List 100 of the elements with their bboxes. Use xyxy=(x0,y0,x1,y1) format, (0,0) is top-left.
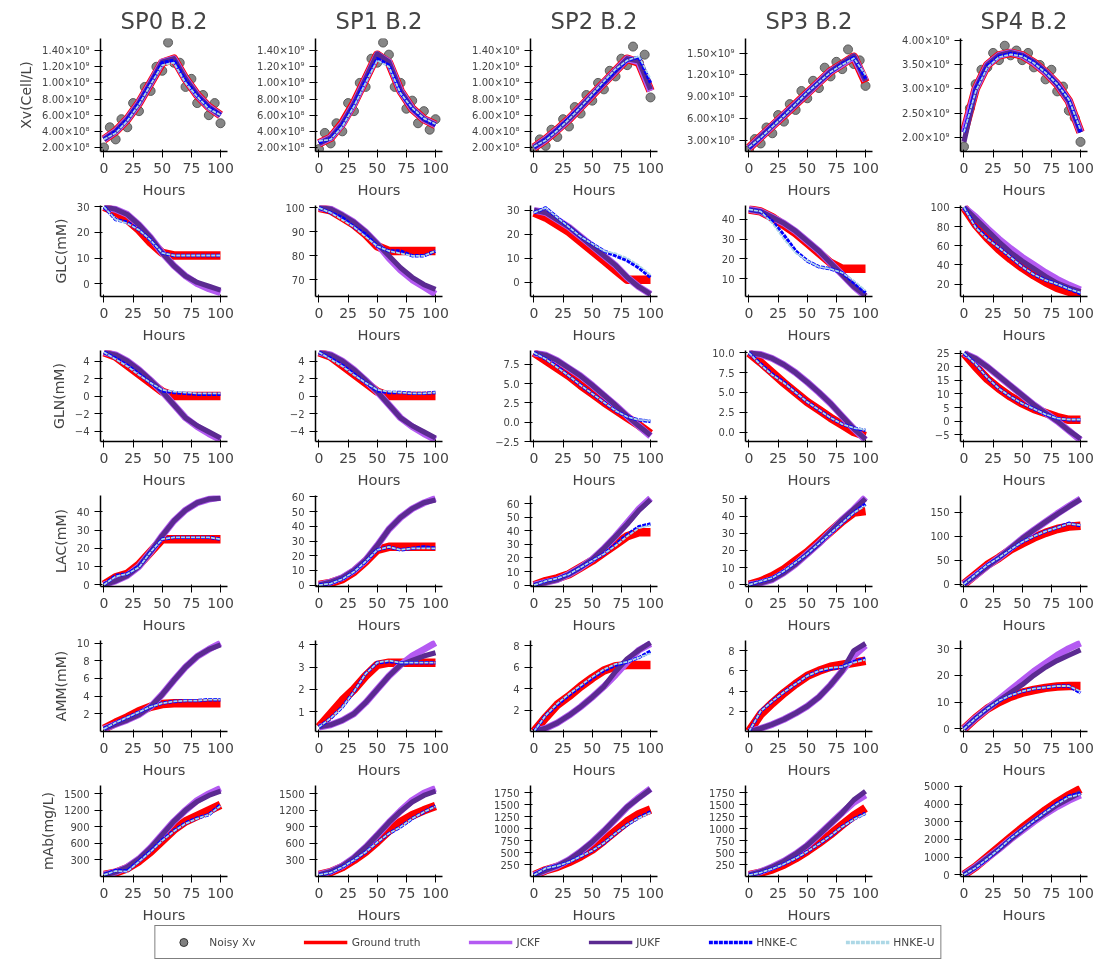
y-tick-label: 30 xyxy=(506,539,520,551)
chart-title: SP3 B.2 xyxy=(765,7,853,34)
y-tick-label: 300 xyxy=(285,854,305,866)
y-tick-label: 2.50×10⁹ xyxy=(902,107,950,119)
y-tick-label: 50 xyxy=(506,512,520,524)
y-tick-label: 6.00×10⁸ xyxy=(42,109,90,121)
x-tick-label: 25 xyxy=(124,304,143,321)
y-tick-label: 7.5 xyxy=(503,359,520,371)
x-tick-label: 0 xyxy=(314,159,324,176)
x-tick-label: 50 xyxy=(368,159,387,176)
x-tick-label: 25 xyxy=(124,449,143,466)
chart-title: SP4 B.2 xyxy=(980,7,1068,34)
y-tick-label: 2000 xyxy=(924,834,950,846)
y-tick-label: 1.40×10⁹ xyxy=(42,45,90,57)
x-tick-label: 25 xyxy=(339,594,358,611)
x-tick-label: 0 xyxy=(959,739,969,756)
x-tick-label: 100 xyxy=(1067,739,1094,756)
y-tick-label: 2 xyxy=(298,684,305,696)
y-tick-label: 1200 xyxy=(64,805,90,817)
x-tick-label: 75 xyxy=(182,594,201,611)
x-tick-label: 50 xyxy=(368,304,387,321)
x-tick-label: 100 xyxy=(422,159,449,176)
y-tick-label: 100 xyxy=(930,531,950,543)
x-tick-label: 25 xyxy=(769,594,788,611)
y-tick-label: 3.00×10⁸ xyxy=(687,135,735,147)
y-tick-label: 25 xyxy=(936,348,950,360)
x-tick-label: 75 xyxy=(397,739,416,756)
y-tick-label: 300 xyxy=(70,854,90,866)
chart-title: SP2 B.2 xyxy=(550,7,638,34)
y-tick-label: 10 xyxy=(721,562,735,574)
x-tick-label: 25 xyxy=(339,449,358,466)
y-tick-label: 150 xyxy=(930,507,950,519)
y-tick-label: 6 xyxy=(83,673,90,685)
y-tick-label: 4.00×10⁸ xyxy=(42,125,90,137)
x-tick-label: 50 xyxy=(798,884,817,901)
y-tick-label: 8.00×10⁸ xyxy=(472,93,520,105)
y-tick-label: 2.5 xyxy=(503,397,520,409)
y-tick-label: 1.20×10⁹ xyxy=(257,61,305,73)
y-tick-label: 1.40×10⁹ xyxy=(257,45,305,57)
y-tick-label: 20 xyxy=(76,543,90,555)
y-tick-label: 1.20×10⁹ xyxy=(472,61,520,73)
y-tick-label: 0 xyxy=(83,278,90,290)
x-axis-title: Hours xyxy=(142,615,186,633)
x-tick-label: 25 xyxy=(554,304,573,321)
x-tick-label: 75 xyxy=(397,594,416,611)
x-tick-label: 100 xyxy=(852,884,879,901)
x-tick-label: 50 xyxy=(583,304,602,321)
x-tick-label: 50 xyxy=(1013,739,1032,756)
x-tick-label: 75 xyxy=(612,884,631,901)
x-axis-title: Hours xyxy=(787,615,831,633)
x-tick-label: 0 xyxy=(314,304,324,321)
x-tick-label: 0 xyxy=(959,304,969,321)
x-axis-title: Hours xyxy=(357,760,401,778)
x-axis-title: Hours xyxy=(787,325,831,343)
y-tick-label: 750 xyxy=(500,835,520,847)
x-tick-label: 0 xyxy=(99,884,109,901)
x-axis-title: Hours xyxy=(1002,615,1046,633)
x-tick-label: 100 xyxy=(852,739,879,756)
x-tick-label: 0 xyxy=(744,739,754,756)
y-tick-label: 90 xyxy=(291,226,305,238)
x-tick-label: 75 xyxy=(827,739,846,756)
x-tick-label: 75 xyxy=(182,739,201,756)
y-tick-label: 2 xyxy=(513,705,520,717)
x-tick-label: 100 xyxy=(1067,159,1094,176)
y-tick-label: 50 xyxy=(291,506,305,518)
x-axis-title: Hours xyxy=(142,470,186,488)
x-tick-label: 0 xyxy=(99,304,109,321)
x-tick-label: 25 xyxy=(984,594,1003,611)
y-tick-label: 30 xyxy=(721,234,735,246)
x-tick-label: 0 xyxy=(529,449,539,466)
x-tick-label: 25 xyxy=(984,449,1003,466)
x-tick-label: 75 xyxy=(612,739,631,756)
y-tick-label: 20 xyxy=(936,361,950,373)
x-tick-label: 100 xyxy=(207,739,234,756)
x-tick-label: 50 xyxy=(153,159,172,176)
x-tick-label: 75 xyxy=(827,304,846,321)
y-tick-label: 6 xyxy=(513,662,520,674)
y-tick-label: 40 xyxy=(291,521,305,533)
x-tick-label: 75 xyxy=(827,884,846,901)
x-tick-label: 25 xyxy=(984,304,1003,321)
y-tick-label: 2 xyxy=(298,373,305,385)
y-tick-label: 4 xyxy=(298,356,305,367)
y-tick-label: 2.00×10⁸ xyxy=(472,141,520,153)
y-axis-title: mAb(mg/L) xyxy=(40,791,57,871)
x-axis-title: Hours xyxy=(787,905,831,923)
x-tick-label: 50 xyxy=(798,739,817,756)
y-tick-label: 0 xyxy=(513,277,520,289)
x-tick-label: 100 xyxy=(1067,884,1094,901)
x-tick-label: 50 xyxy=(583,739,602,756)
x-tick-label: 50 xyxy=(153,304,172,321)
x-tick-label: 100 xyxy=(422,304,449,321)
y-tick-label: 9.00×10⁸ xyxy=(687,91,735,103)
x-axis-title: Hours xyxy=(787,180,831,198)
x-tick-label: 50 xyxy=(798,304,817,321)
x-tick-label: 75 xyxy=(612,159,631,176)
x-tick-label: 100 xyxy=(852,449,879,466)
x-tick-label: 0 xyxy=(744,594,754,611)
y-tick-label: 4 xyxy=(728,686,735,698)
y-tick-label: 20 xyxy=(76,227,90,239)
x-axis-title: Hours xyxy=(787,760,831,778)
